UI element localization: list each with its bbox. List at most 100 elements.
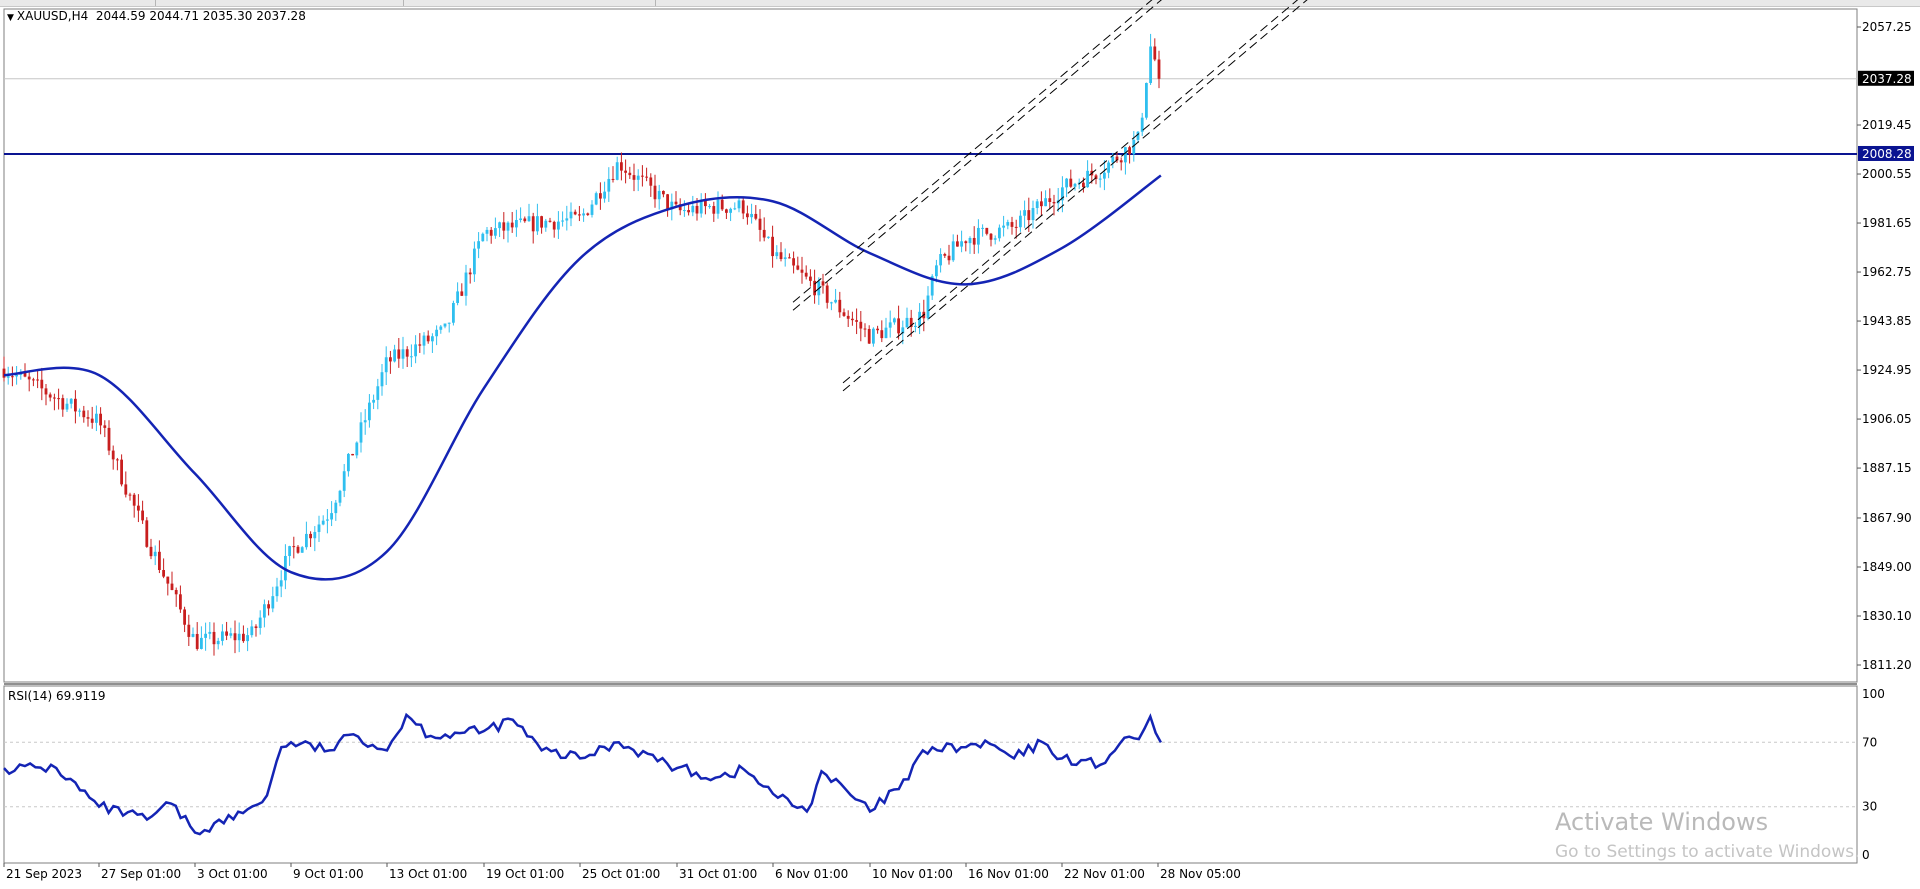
current-price-badge [1858,70,1914,86]
time-axis-label: 9 Oct 01:00 [293,867,364,881]
activation-watermark-subtitle: Go to Settings to activate Windows. [1555,842,1860,862]
rsi-line[interactable] [3,712,1162,836]
bull-candle [1107,162,1110,173]
bull-candle [1073,183,1077,187]
bull-candle [1145,82,1148,118]
rsi-plot-area[interactable] [3,685,1858,864]
bull-candle [200,637,203,649]
dropdown-triangle-icon[interactable]: ▼ [7,13,14,23]
bull-candle [359,422,363,443]
bull-candle [670,201,674,210]
bear-candle [704,200,707,207]
price-axis-label: 1811.20 [1862,658,1912,672]
price-axis-label: 1962.75 [1862,265,1912,279]
price-axis-label: 1906.05 [1862,412,1912,426]
price-axis-label: 2019.45 [1862,118,1912,132]
bull-candle [1002,225,1005,228]
bull-candle [536,216,539,232]
bear-candle [620,162,623,171]
bear-candle [1082,182,1085,188]
bear-candle [792,258,795,266]
bull-candle [615,162,619,180]
bull-candle [401,349,405,359]
time-axis-label: 27 Sep 01:00 [101,867,181,881]
bull-candle [347,453,350,472]
bear-candle [674,201,678,205]
bear-candle [111,450,115,460]
bear-candle [531,216,535,232]
bear-candle [145,520,149,547]
bull-candle [338,490,342,503]
bull-candle [935,265,938,277]
bear-candle [1069,178,1073,187]
bull-candle [834,299,837,303]
bull-candle [1086,170,1089,188]
bull-candle [384,357,388,373]
bear-candle [132,494,136,506]
bear-candle [170,583,174,590]
bull-candle [977,227,980,245]
bull-candle [279,580,283,587]
bear-candle [212,631,216,645]
main-plot-area[interactable] [3,8,1858,683]
bear-candle [2,368,6,378]
bull-candle [317,524,321,532]
bear-candle [1119,160,1123,163]
bear-candle [788,257,791,259]
bull-candle [699,200,703,214]
bull-candle [1061,187,1064,201]
channel-lower-outer[interactable] [842,0,1350,392]
bear-candle [158,551,161,571]
price-axis-label: 2057.25 [1862,20,1912,34]
bull-candle [15,374,18,377]
bull-candle [393,349,396,362]
rsi-axis-label: 30 [1862,800,1877,814]
bear-candle [90,418,94,423]
bear-candle [838,299,842,313]
bull-candle [544,220,548,228]
bear-candle [855,320,858,322]
bull-candle [372,399,375,403]
bull-candle [939,254,942,266]
bear-candle [956,241,959,247]
bear-candle [989,233,993,240]
time-axis-label: 22 Nov 01:00 [1064,867,1145,881]
bear-candle [611,178,615,180]
bear-candle [489,229,493,236]
bear-candle [813,280,816,296]
bull-candle [733,208,737,210]
bear-candle [296,546,300,553]
chart-symbol-header[interactable]: ▼ XAUUSD,H4 2044.59 2044.71 2035.30 2037.… [7,9,306,23]
time-axis-label: 10 Nov 01:00 [872,867,953,881]
bull-candle [506,222,510,231]
bear-candle [174,589,178,595]
bear-candle [859,321,863,329]
bear-candle [166,576,170,584]
bull-candle [901,327,905,334]
bear-candle [267,604,270,609]
bear-candle [242,633,245,642]
bear-candle [754,213,758,219]
bear-candle [540,216,543,228]
bull-candle [783,257,787,260]
bear-candle [842,312,846,316]
bear-candle [40,379,44,389]
bull-candle [960,241,963,247]
bull-candle [1044,198,1047,207]
bear-candle [876,328,879,331]
bear-candle [897,318,900,334]
bull-candle [1098,178,1102,180]
bull-candle [271,596,275,609]
bull-candle [456,291,459,303]
bull-candle [355,442,359,456]
bear-candle [397,349,401,359]
channel-lower-inner[interactable] [842,0,1350,384]
bull-candle [1111,156,1115,163]
bull-candle [69,398,73,404]
moving-average-line[interactable] [3,174,1162,581]
bull-candle [1149,46,1152,83]
time-axis-label: 31 Oct 01:00 [679,867,757,881]
bear-candle [641,175,644,177]
bull-candle [594,193,598,205]
